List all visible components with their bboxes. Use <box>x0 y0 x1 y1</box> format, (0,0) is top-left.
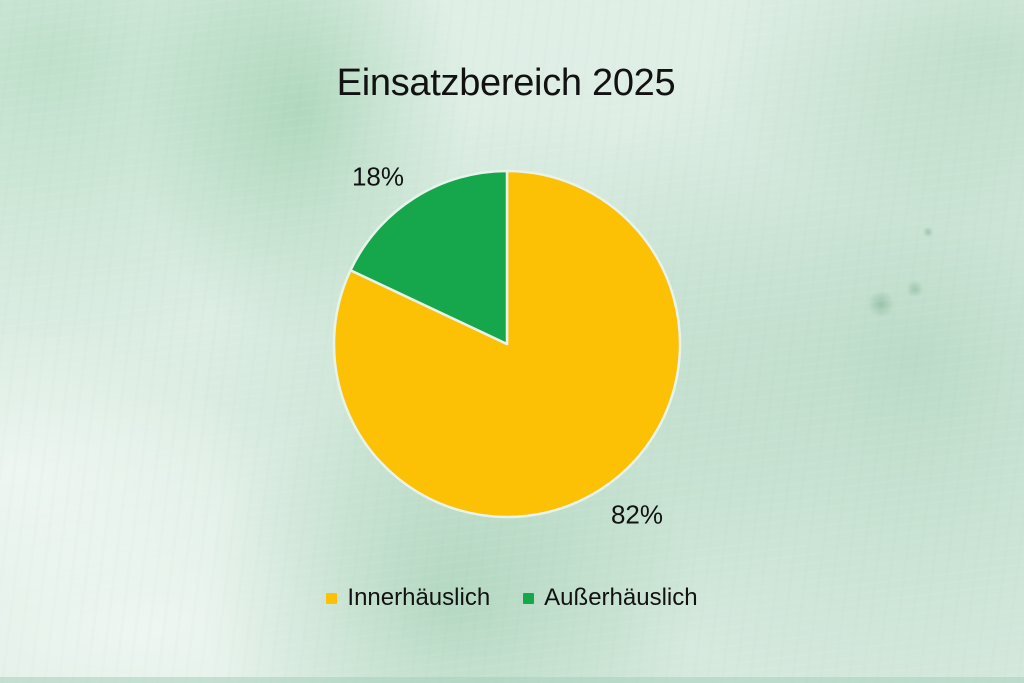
pie-slice-1 <box>349 169 509 346</box>
legend-swatch-yellow-icon <box>326 592 338 604</box>
legend: Innerhäuslich Außerhäuslich <box>0 584 1024 612</box>
bottom-edge-wash <box>0 677 1024 683</box>
slice-label-innerhauslich: 82% <box>610 499 664 530</box>
legend-label-innerhauslich: Innerhäuslich <box>347 584 491 611</box>
legend-label-ausserhauslich: Außerhäuslich <box>544 584 698 611</box>
chart-title: Einsatzbereich 2025 <box>336 62 676 104</box>
legend-item-innerhauslich: Innerhäuslich <box>326 584 490 612</box>
legend-swatch-green-icon <box>523 592 535 604</box>
legend-item-ausserhauslich: Außerhäuslich <box>523 584 698 612</box>
slice-label-ausserhauslich: 18% <box>351 161 405 192</box>
